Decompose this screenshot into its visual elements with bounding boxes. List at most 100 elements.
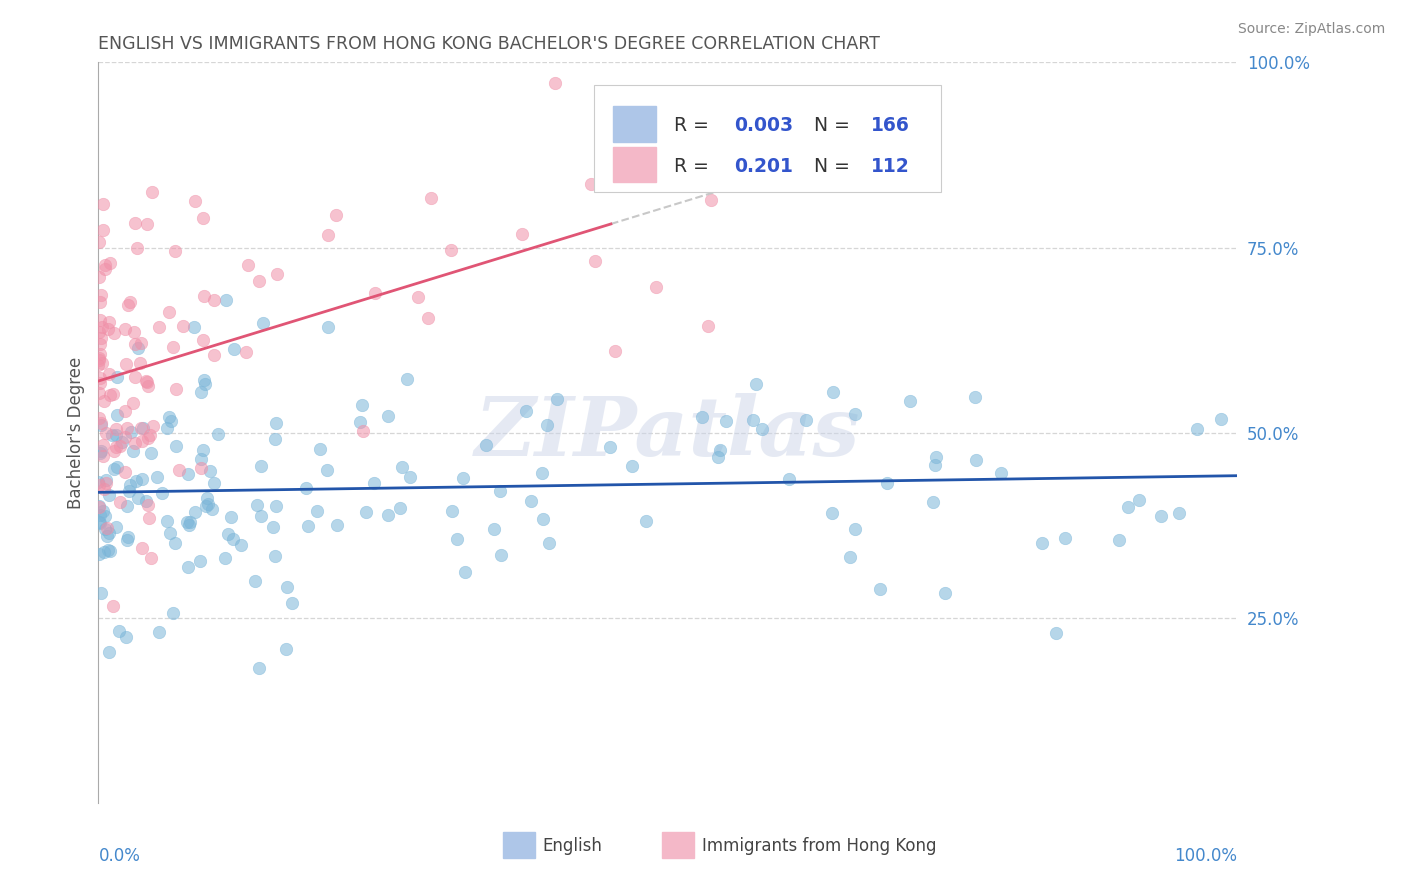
Point	[89, 516, 111, 530]
Point	[965, 390, 987, 404]
Point	[87, 500, 110, 514]
Point	[318, 228, 340, 243]
Point	[129, 421, 152, 435]
Point	[90, 356, 112, 370]
Point	[276, 641, 298, 656]
Point	[91, 503, 114, 517]
Point	[924, 458, 946, 472]
Point	[184, 505, 207, 519]
Point	[89, 294, 111, 309]
Point	[100, 388, 122, 402]
Point	[264, 499, 287, 513]
Point	[176, 516, 198, 530]
Point	[90, 331, 112, 345]
Point	[305, 504, 328, 518]
Point	[103, 326, 125, 340]
Point	[152, 486, 174, 500]
Point	[124, 325, 146, 339]
Point	[127, 491, 149, 505]
Point	[94, 425, 117, 440]
Text: Immigrants from Hong Kong: Immigrants from Hong Kong	[702, 837, 936, 855]
Point	[191, 442, 214, 457]
Point	[1128, 492, 1150, 507]
Point	[191, 333, 214, 347]
Point	[280, 596, 302, 610]
Point	[925, 450, 948, 465]
Point	[377, 508, 399, 522]
Point	[350, 398, 373, 412]
Point	[124, 215, 146, 229]
Text: ENGLISH VS IMMIGRANTS FROM HONG KONG BACHELOR'S DEGREE CORRELATION CHART: ENGLISH VS IMMIGRANTS FROM HONG KONG BAC…	[98, 35, 880, 53]
Point	[179, 517, 201, 532]
Point	[194, 500, 217, 514]
FancyBboxPatch shape	[593, 85, 941, 192]
Point	[217, 527, 239, 541]
Point	[821, 384, 844, 399]
Point	[190, 554, 212, 568]
Text: 0.0%: 0.0%	[98, 847, 141, 865]
Point	[207, 426, 229, 441]
Point	[125, 241, 148, 255]
Point	[531, 512, 554, 526]
Point	[162, 340, 184, 354]
Point	[120, 425, 142, 439]
Text: 0.003: 0.003	[734, 116, 793, 135]
Point	[634, 514, 657, 528]
Point	[794, 413, 817, 427]
Point	[190, 460, 212, 475]
Point	[536, 418, 558, 433]
Point	[183, 319, 205, 334]
Point	[136, 379, 159, 393]
Point	[98, 256, 121, 270]
Point	[190, 452, 212, 467]
Point	[741, 413, 763, 427]
Point	[246, 499, 269, 513]
Point	[90, 417, 112, 431]
Point	[1108, 533, 1130, 547]
Point	[97, 322, 120, 336]
Point	[157, 410, 180, 425]
Point	[93, 482, 115, 496]
Point	[165, 440, 187, 454]
Point	[108, 624, 131, 639]
Point	[214, 551, 236, 566]
Point	[191, 211, 214, 226]
Point	[105, 408, 128, 422]
Text: R =: R =	[673, 116, 714, 135]
Point	[1211, 412, 1233, 426]
Point	[98, 526, 121, 541]
Point	[142, 419, 165, 434]
Point	[1185, 421, 1208, 435]
Point	[202, 348, 225, 362]
Point	[89, 353, 111, 368]
Text: 0.201: 0.201	[734, 157, 793, 176]
Point	[122, 443, 145, 458]
Point	[115, 357, 138, 371]
Point	[97, 368, 120, 382]
Point	[139, 445, 162, 459]
Point	[89, 235, 111, 249]
Point	[115, 533, 138, 548]
Point	[295, 481, 318, 495]
Point	[103, 462, 125, 476]
Point	[222, 532, 245, 546]
Point	[391, 459, 413, 474]
Text: 112: 112	[870, 157, 910, 176]
Point	[326, 518, 349, 533]
Point	[697, 318, 720, 333]
Point	[115, 421, 138, 435]
Point	[114, 465, 136, 479]
Point	[519, 494, 541, 508]
Point	[148, 625, 170, 640]
Point	[354, 505, 377, 519]
Point	[194, 376, 217, 391]
Point	[599, 440, 621, 454]
Point	[114, 404, 136, 418]
Point	[583, 253, 606, 268]
Point	[114, 322, 136, 336]
Point	[645, 280, 668, 294]
Point	[105, 370, 128, 384]
Point	[250, 508, 273, 523]
Point	[89, 376, 111, 391]
Point	[93, 545, 115, 559]
